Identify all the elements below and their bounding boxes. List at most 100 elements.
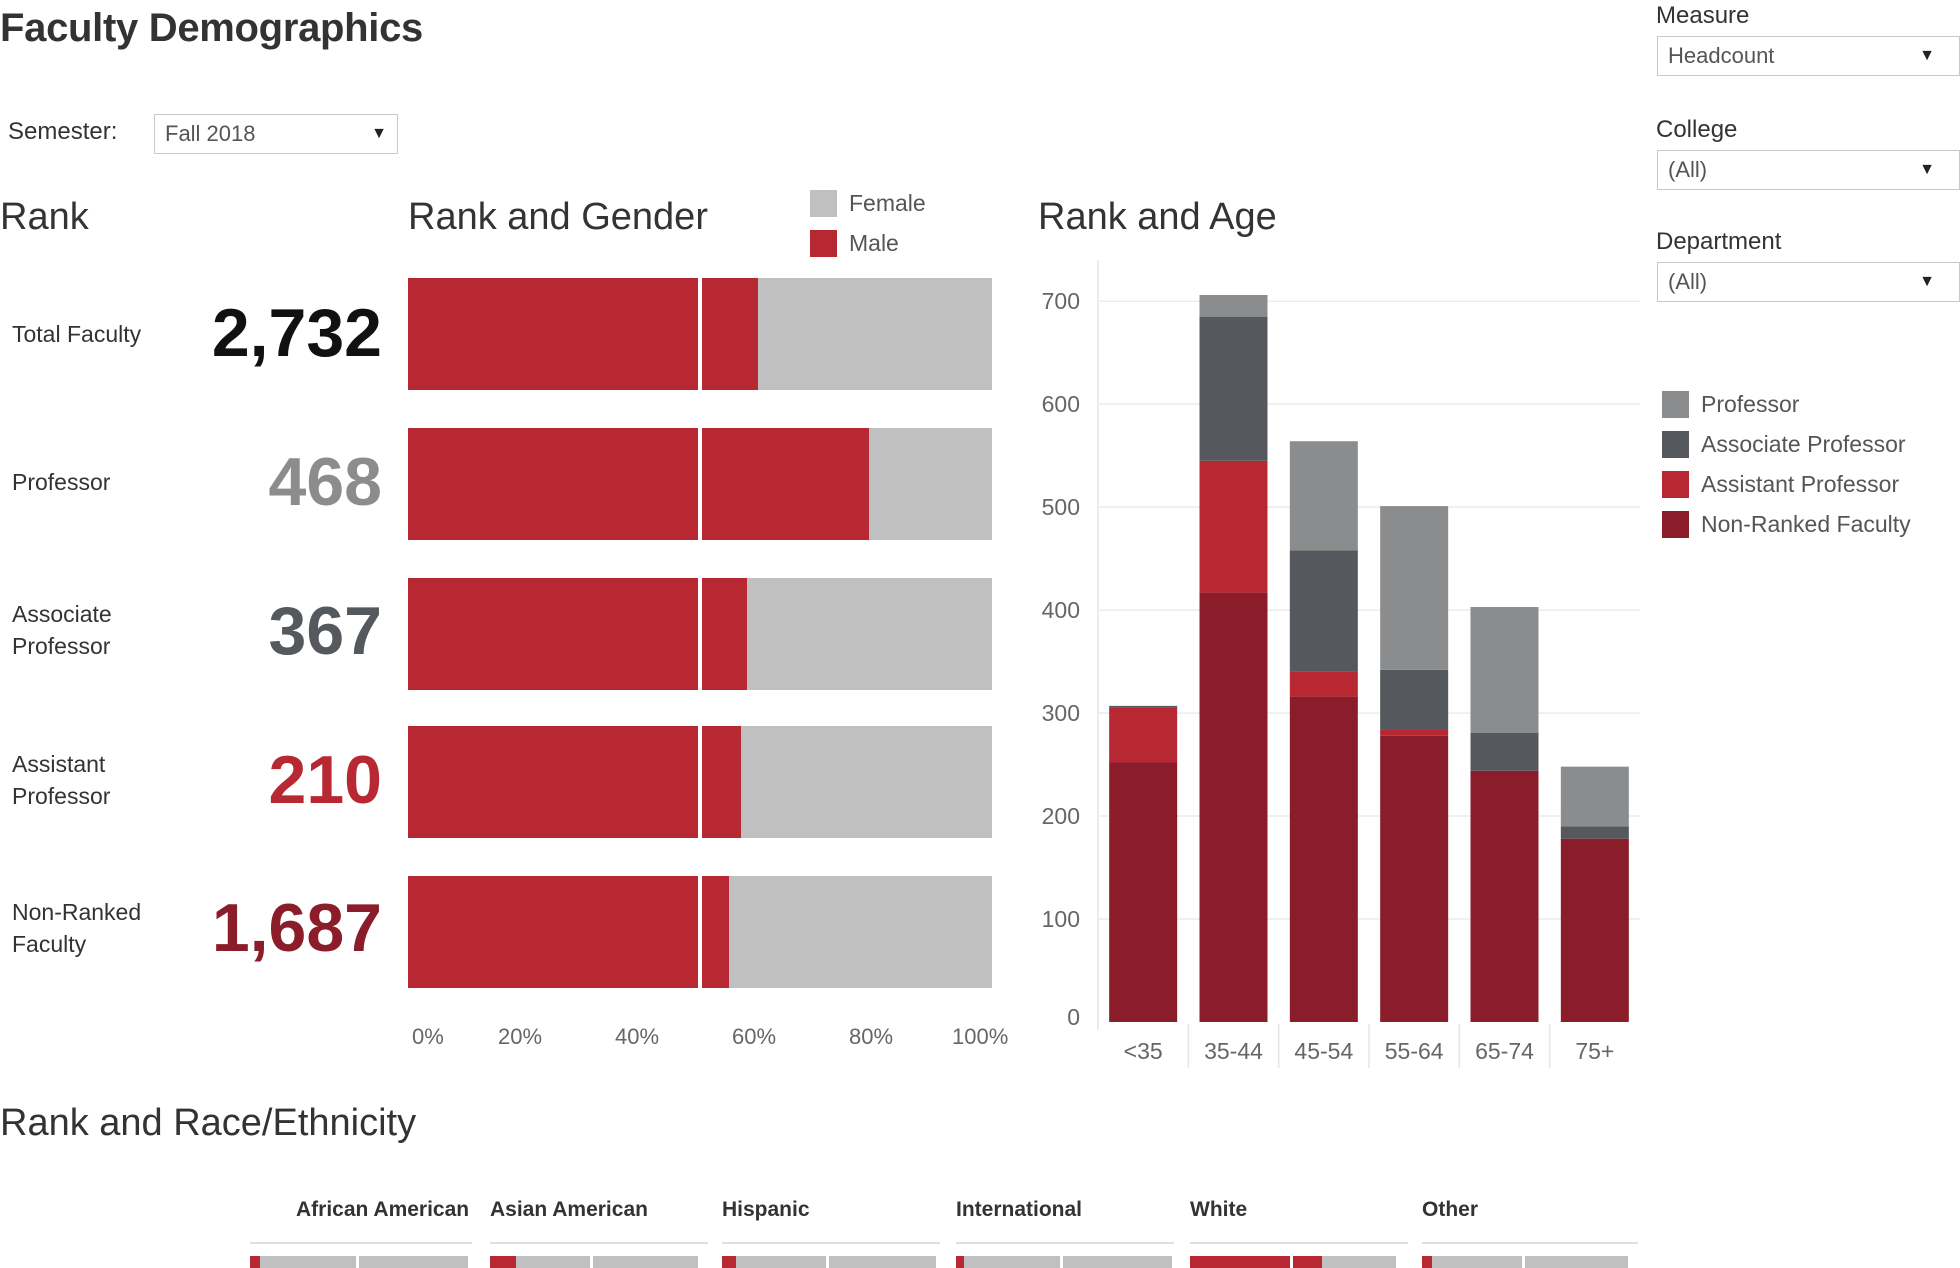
age-bar-segment[interactable] xyxy=(1199,295,1268,317)
race-column-other[interactable]: Other xyxy=(1422,1196,1640,1268)
race-column-white[interactable]: White xyxy=(1190,1196,1412,1268)
gender-x-tick: 20% xyxy=(498,1024,543,1049)
age-y-tick: 500 xyxy=(1042,494,1080,520)
gender-chart-title: Rank and Gender xyxy=(408,196,708,238)
gender-bar-non-ranked-faculty[interactable] xyxy=(408,876,992,988)
race-column-header: Hispanic xyxy=(722,1198,810,1221)
race-chart: African American Asian American Hispanic… xyxy=(250,1196,1640,1268)
age-bars xyxy=(1109,295,1629,1022)
age-legend: Professor Associate Professor Assistant … xyxy=(1662,384,1911,544)
gender-x-tick: 40% xyxy=(615,1024,660,1049)
male-segment xyxy=(408,726,741,838)
age-ticks: 0 100 200 300 400 500 600 700 <35 35-44 45-54 55-64… xyxy=(1042,288,1615,1064)
age-bar-segment[interactable] xyxy=(1199,460,1268,593)
gender-bar-professor[interactable] xyxy=(408,428,992,540)
assistant-professor-count: 210 xyxy=(268,742,382,818)
age-bar-segment[interactable] xyxy=(1560,826,1629,839)
legend-swatch xyxy=(1662,430,1689,458)
race-column-hispanic[interactable]: Hispanic xyxy=(722,1196,944,1268)
legend-item-female[interactable]: Female xyxy=(810,190,926,217)
male-segment xyxy=(408,876,730,988)
race-column-header: Other xyxy=(1422,1198,1479,1221)
gender-bar-total-faculty[interactable] xyxy=(408,278,992,390)
race-bar xyxy=(490,1256,698,1268)
age-bar-segment[interactable] xyxy=(1289,441,1358,551)
male-segment xyxy=(408,278,759,390)
age-bar-segment[interactable] xyxy=(1109,762,1178,1022)
age-chart-title: Rank and Age xyxy=(1038,196,1277,238)
age-bar-segment[interactable] xyxy=(1380,506,1449,670)
age-bar-segment[interactable] xyxy=(1380,729,1449,736)
reference-line xyxy=(1290,1256,1293,1268)
gender-x-tick: 100% xyxy=(952,1024,1009,1049)
race-column-header: African American xyxy=(296,1198,470,1221)
age-x-tick: 55-64 xyxy=(1385,1038,1444,1064)
age-x-tick: 35-44 xyxy=(1204,1038,1263,1064)
divider xyxy=(956,1242,1174,1244)
race-bar xyxy=(956,1256,1172,1268)
age-bar-segment[interactable] xyxy=(1380,735,1449,1022)
legend-item-associate-professor[interactable]: Associate Professor xyxy=(1662,424,1911,464)
semester-label: Semester: xyxy=(8,118,118,145)
gender-bar-assistant-professor[interactable] xyxy=(408,726,992,838)
semester-value: Fall 2018 xyxy=(165,121,256,146)
associate-professor-count: 367 xyxy=(268,593,382,669)
race-column-header: International xyxy=(956,1198,1083,1221)
legend-swatch xyxy=(1662,470,1689,498)
age-bar-segment[interactable] xyxy=(1380,669,1449,730)
age-bar-segment[interactable] xyxy=(1470,607,1539,733)
age-bar-segment[interactable] xyxy=(1289,696,1358,1022)
age-bar-segment[interactable] xyxy=(1199,592,1268,1022)
male-segment xyxy=(722,1256,736,1268)
age-bar-segment[interactable] xyxy=(1560,838,1629,1022)
age-bar-segment[interactable] xyxy=(1109,707,1178,763)
race-column-african-american[interactable]: African American xyxy=(250,1196,474,1268)
age-y-tick: 300 xyxy=(1042,700,1080,726)
legend-swatch xyxy=(810,230,837,257)
measure-dropdown[interactable]: Headcount ▼ xyxy=(1657,36,1960,76)
age-bar-segment[interactable] xyxy=(1470,770,1539,1022)
college-dropdown[interactable]: (All) ▼ xyxy=(1657,150,1960,190)
age-bar-segment[interactable] xyxy=(1470,732,1539,771)
measure-label: Measure xyxy=(1656,2,1750,29)
age-bar-segment[interactable] xyxy=(1289,671,1358,697)
race-column-international[interactable]: International xyxy=(956,1196,1178,1268)
reference-line xyxy=(1060,1256,1063,1268)
male-segment xyxy=(408,578,747,690)
legend-label: Professor xyxy=(1701,390,1800,417)
legend-swatch xyxy=(1662,390,1689,418)
divider xyxy=(1190,1242,1408,1244)
male-segment xyxy=(1422,1256,1432,1268)
gender-bar-associate-professor[interactable] xyxy=(408,578,992,690)
legend-label: Male xyxy=(849,230,899,256)
legend-item-non-ranked-faculty[interactable]: Non-Ranked Faculty xyxy=(1662,504,1911,544)
age-bar-segment[interactable] xyxy=(1289,550,1358,672)
age-bar-segment[interactable] xyxy=(1109,705,1178,708)
race-bar xyxy=(722,1256,936,1268)
reference-line xyxy=(698,278,702,390)
department-dropdown[interactable]: (All) ▼ xyxy=(1657,262,1960,302)
age-bar-segment[interactable] xyxy=(1560,766,1629,827)
divider xyxy=(722,1242,940,1244)
department-label: Department xyxy=(1656,228,1782,255)
age-bar-segment[interactable] xyxy=(1199,316,1268,461)
age-x-tick: <35 xyxy=(1124,1038,1163,1064)
legend-label: Assistant Professor xyxy=(1701,470,1900,497)
rank-label-total-faculty: Total Faculty xyxy=(12,321,142,347)
age-y-tick: 0 xyxy=(1067,1004,1080,1030)
race-bar xyxy=(1190,1256,1396,1268)
legend-item-assistant-professor[interactable]: Assistant Professor xyxy=(1662,464,1911,504)
legend-item-male[interactable]: Male xyxy=(810,230,899,257)
chevron-down-icon: ▼ xyxy=(1919,273,1935,290)
gender-x-tick: 80% xyxy=(849,1024,894,1049)
chevron-down-icon: ▼ xyxy=(1919,161,1935,178)
legend-item-professor[interactable]: Professor xyxy=(1662,384,1911,424)
semester-dropdown[interactable]: Fall 2018 ▼ xyxy=(154,114,398,154)
divider xyxy=(1422,1242,1638,1244)
race-column-asian-american[interactable]: Asian American xyxy=(490,1196,710,1268)
reference-line xyxy=(698,578,702,690)
age-x-tick: 75+ xyxy=(1575,1038,1614,1064)
age-grid xyxy=(1097,260,1640,1068)
rank-label-professor: Professor xyxy=(12,469,111,495)
reference-line xyxy=(698,876,702,988)
